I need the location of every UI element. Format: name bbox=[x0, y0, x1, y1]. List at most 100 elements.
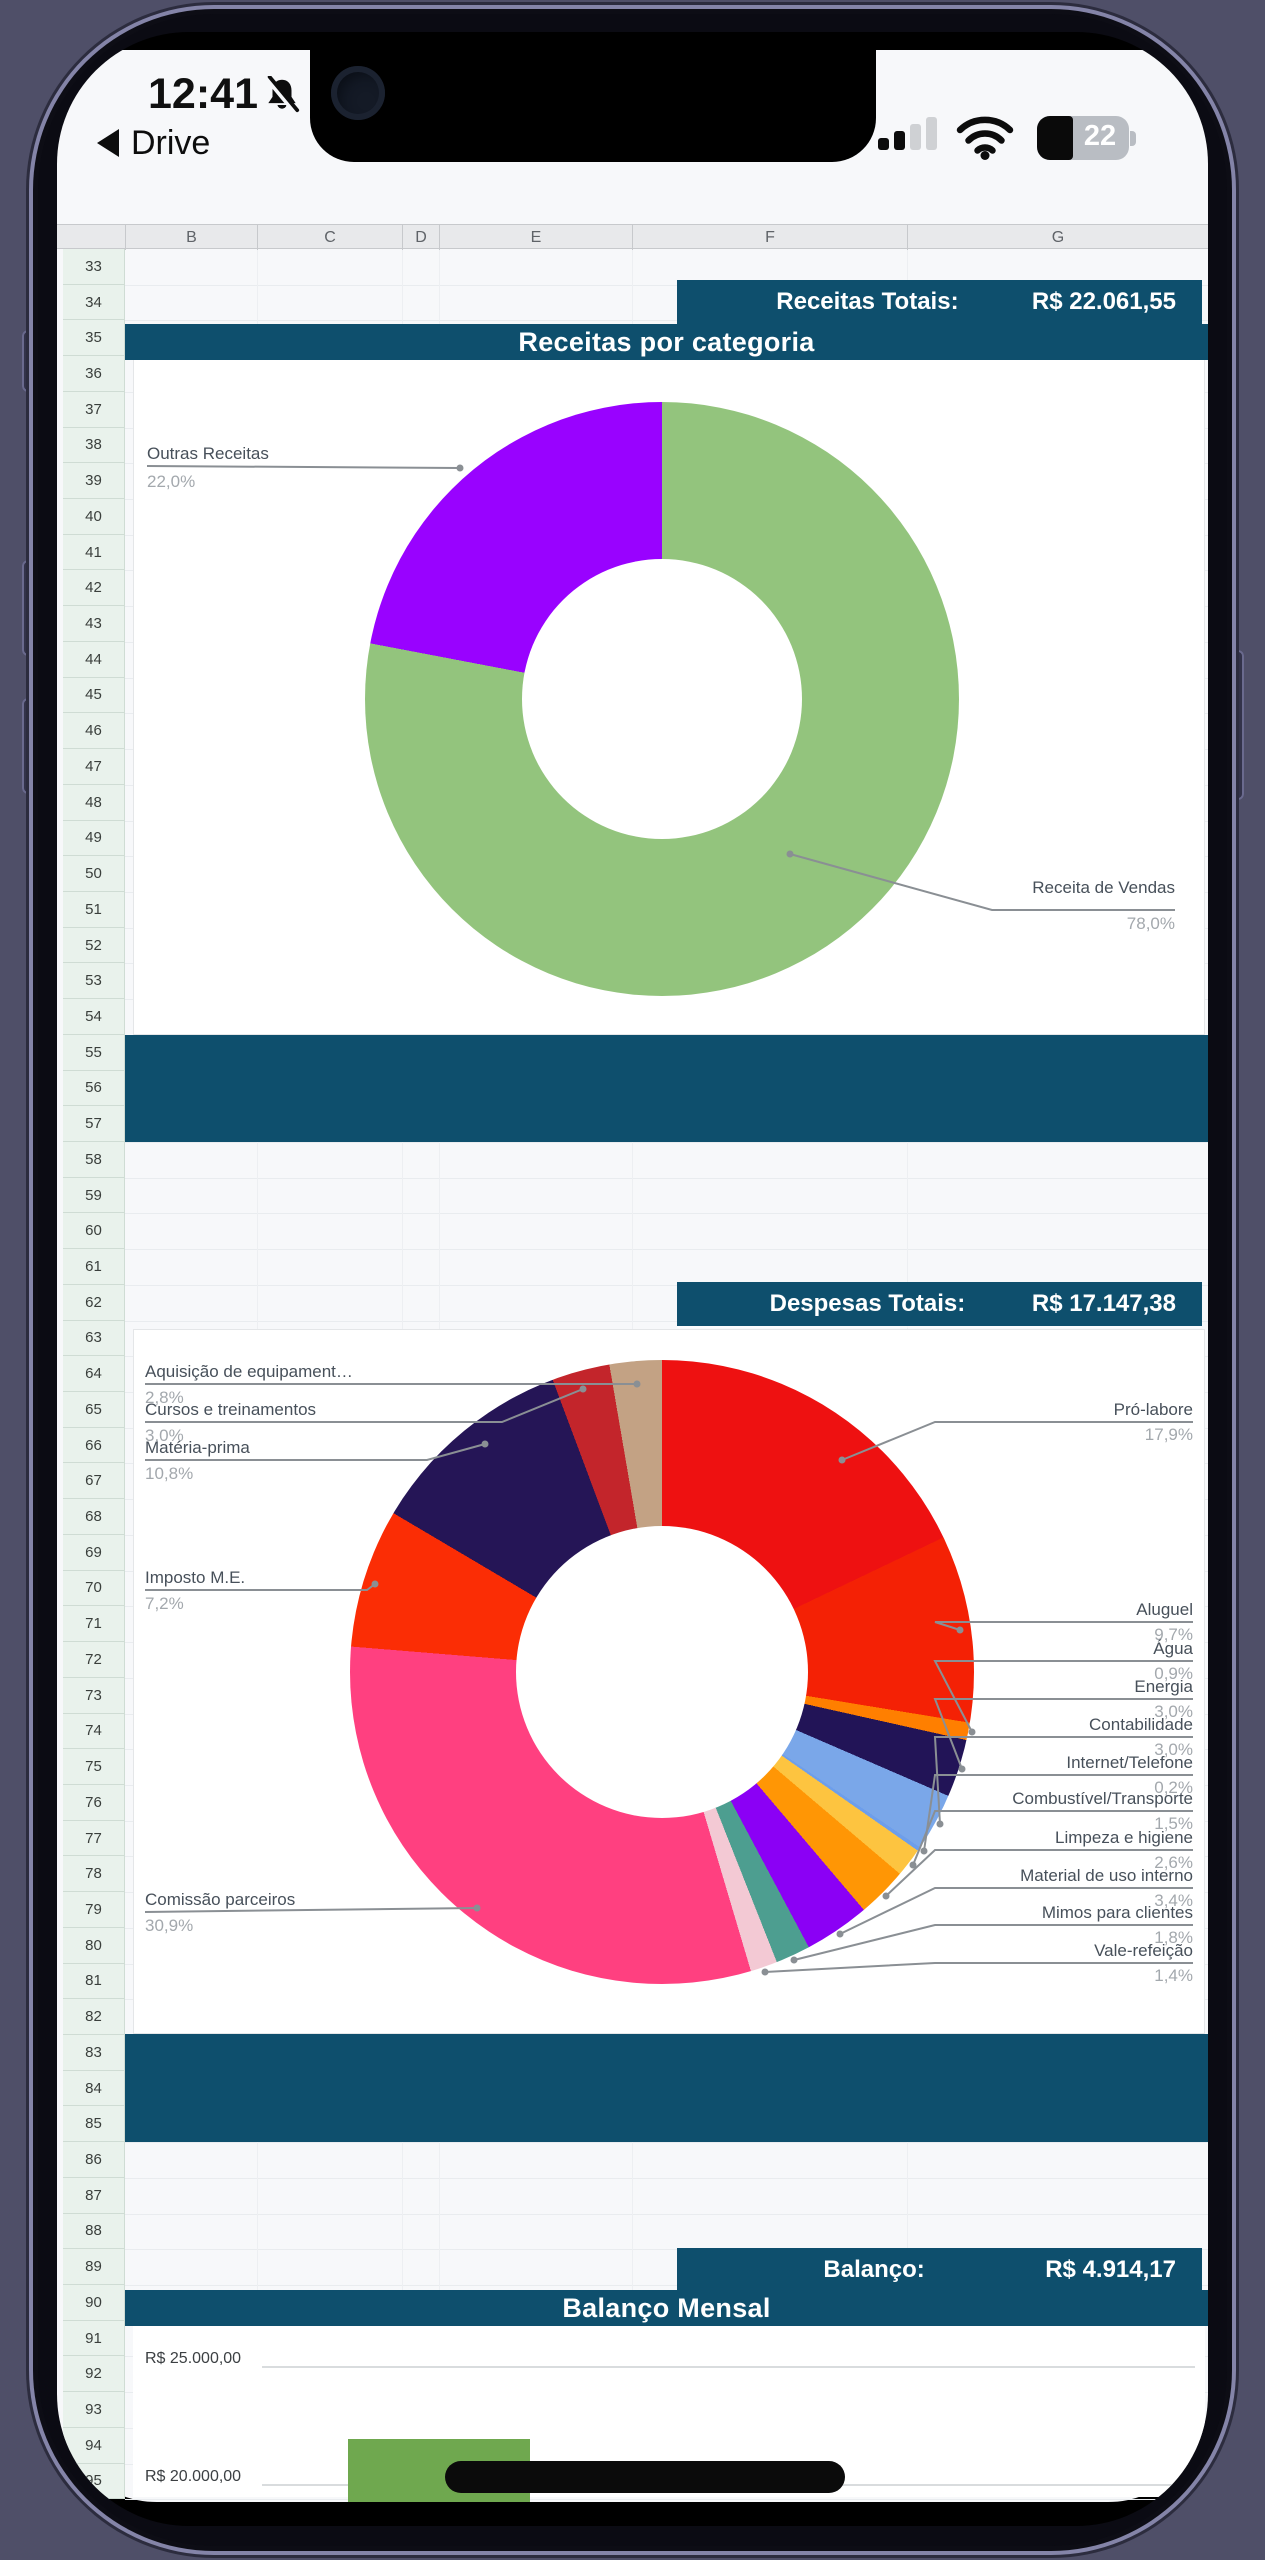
pie-pct-1-4: 3,0% bbox=[1154, 1740, 1193, 1759]
row-header-92[interactable]: 92 bbox=[63, 2356, 125, 2393]
row-header-91[interactable]: 91 bbox=[63, 2320, 125, 2357]
row-header-75[interactable]: 75 bbox=[63, 1749, 125, 1785]
row-header-72[interactable]: 72 bbox=[63, 1642, 125, 1678]
column-header-F[interactable]: F bbox=[632, 225, 907, 250]
row-header-59[interactable]: 59 bbox=[63, 1177, 125, 1214]
row-header-52[interactable]: 52 bbox=[63, 927, 125, 964]
row-header-37[interactable]: 37 bbox=[63, 391, 125, 428]
despesas-total-bar: Despesas Totais: R$ 17.147,38 bbox=[677, 1282, 1202, 1326]
row-header-78[interactable]: 78 bbox=[63, 1856, 125, 1893]
row-header-67[interactable]: 67 bbox=[63, 1463, 125, 1500]
row-header-88[interactable]: 88 bbox=[63, 2213, 125, 2250]
row-header-50[interactable]: 50 bbox=[63, 856, 125, 892]
pie-label-1-3: Energia bbox=[1134, 1677, 1193, 1696]
row-header-33[interactable]: 33 bbox=[63, 249, 125, 285]
row-header-48[interactable]: 48 bbox=[63, 784, 125, 821]
grid-line bbox=[125, 2499, 1208, 2501]
column-header-D[interactable]: D bbox=[402, 225, 439, 250]
bell-slash-icon bbox=[265, 76, 300, 114]
row-header-89[interactable]: 89 bbox=[63, 2249, 125, 2286]
row-header-93[interactable]: 93 bbox=[63, 2392, 125, 2428]
row-header-49[interactable]: 49 bbox=[63, 820, 125, 857]
row-header-80[interactable]: 80 bbox=[63, 1927, 125, 1964]
row-header-41[interactable]: 41 bbox=[63, 534, 125, 571]
row-header-79[interactable]: 79 bbox=[63, 1892, 125, 1928]
row-header-39[interactable]: 39 bbox=[63, 463, 125, 500]
row-header-55[interactable]: 55 bbox=[63, 1034, 125, 1071]
row-header-95[interactable]: 95 bbox=[63, 2463, 125, 2500]
row-header-73[interactable]: 73 bbox=[63, 1677, 125, 1714]
despesas-total-value: R$ 17.147,38 bbox=[1031, 1290, 1176, 1317]
teal-band-2 bbox=[125, 2034, 1208, 2142]
pie-label-0-0: Receita de Vendas bbox=[1032, 878, 1175, 897]
back-button[interactable]: Drive bbox=[97, 124, 210, 162]
row-header-53[interactable]: 53 bbox=[63, 963, 125, 1000]
y-tick-25000: R$ 25.000,00 bbox=[145, 2350, 242, 2367]
balanco-total-value: R$ 4.914,17 bbox=[1045, 2256, 1176, 2283]
row-header-62[interactable]: 62 bbox=[63, 1284, 125, 1321]
power-button[interactable] bbox=[1230, 650, 1244, 800]
row-header-57[interactable]: 57 bbox=[63, 1106, 125, 1142]
row-header-61[interactable]: 61 bbox=[63, 1249, 125, 1285]
row-header-94[interactable]: 94 bbox=[63, 2427, 125, 2464]
volume-up-button[interactable] bbox=[22, 560, 36, 656]
row-header-45[interactable]: 45 bbox=[63, 677, 125, 714]
grid-line bbox=[125, 1320, 1208, 1322]
row-header-76[interactable]: 76 bbox=[63, 1784, 125, 1821]
row-header-63[interactable]: 63 bbox=[63, 1320, 125, 1357]
receitas-total-label: Receitas Totais: bbox=[776, 288, 959, 315]
row-header-46[interactable]: 46 bbox=[63, 713, 125, 750]
row-header-47[interactable]: 47 bbox=[63, 749, 125, 785]
row-header-42[interactable]: 42 bbox=[63, 570, 125, 607]
row-header-86[interactable]: 86 bbox=[63, 2142, 125, 2178]
balanco-total-bar: Balanço: R$ 4.914,17 bbox=[677, 2248, 1202, 2292]
column-header-B[interactable]: B bbox=[125, 225, 257, 250]
receitas-donut[interactable] bbox=[365, 402, 959, 996]
phone-screen: 12:41 Drive 22 3 bbox=[57, 32, 1208, 2526]
row-header-74[interactable]: 74 bbox=[63, 1713, 125, 1750]
row-header-83[interactable]: 83 bbox=[63, 2035, 125, 2071]
row-header-81[interactable]: 81 bbox=[63, 1963, 125, 2000]
row-header-65[interactable]: 65 bbox=[63, 1392, 125, 1428]
home-indicator[interactable] bbox=[445, 2461, 845, 2493]
battery-icon: 22 bbox=[1037, 116, 1137, 160]
pie-pct-0-1: 22,0% bbox=[147, 472, 196, 491]
row-header-70[interactable]: 70 bbox=[63, 1570, 125, 1607]
row-header-58[interactable]: 58 bbox=[63, 1142, 125, 1178]
pie-pct-1-2: 0,9% bbox=[1154, 1664, 1193, 1683]
row-header-87[interactable]: 87 bbox=[63, 2177, 125, 2214]
row-header-85[interactable]: 85 bbox=[63, 2106, 125, 2143]
row-header-82[interactable]: 82 bbox=[63, 1999, 125, 2035]
balanco-section-title: Balanço Mensal bbox=[125, 2290, 1208, 2326]
mute-switch[interactable] bbox=[22, 330, 36, 392]
row-header-36[interactable]: 36 bbox=[63, 356, 125, 392]
volume-down-button[interactable] bbox=[22, 698, 36, 794]
column-header-C[interactable]: C bbox=[257, 225, 402, 250]
row-header-51[interactable]: 51 bbox=[63, 891, 125, 928]
column-header-E[interactable]: E bbox=[439, 225, 632, 250]
pie-label-1-14: Cursos e treinamentos bbox=[145, 1400, 317, 1419]
row-header-64[interactable]: 64 bbox=[63, 1356, 125, 1393]
column-header-G[interactable]: G bbox=[907, 225, 1208, 250]
row-header-71[interactable]: 71 bbox=[63, 1606, 125, 1643]
row-header-40[interactable]: 40 bbox=[63, 499, 125, 535]
row-header-77[interactable]: 77 bbox=[63, 1820, 125, 1857]
pie-label-1-2: Água bbox=[1153, 1639, 1193, 1658]
row-header-54[interactable]: 54 bbox=[63, 999, 125, 1035]
row-header-84[interactable]: 84 bbox=[63, 2070, 125, 2107]
row-header-69[interactable]: 69 bbox=[63, 1534, 125, 1571]
row-header-34[interactable]: 34 bbox=[63, 284, 125, 321]
row-header-56[interactable]: 56 bbox=[63, 1070, 125, 1107]
row-header-44[interactable]: 44 bbox=[63, 641, 125, 678]
row-header-43[interactable]: 43 bbox=[63, 606, 125, 642]
row-header-60[interactable]: 60 bbox=[63, 1213, 125, 1250]
despesas-donut[interactable] bbox=[350, 1360, 974, 1984]
row-header-38[interactable]: 38 bbox=[63, 427, 125, 464]
grid-line bbox=[125, 2213, 1208, 2215]
row-header-35[interactable]: 35 bbox=[63, 320, 125, 357]
row-header-90[interactable]: 90 bbox=[63, 2285, 125, 2321]
pie-label-1-1: Aluguel bbox=[1136, 1600, 1193, 1619]
row-header-66[interactable]: 66 bbox=[63, 1427, 125, 1464]
back-label: Drive bbox=[131, 123, 211, 162]
row-header-68[interactable]: 68 bbox=[63, 1499, 125, 1535]
